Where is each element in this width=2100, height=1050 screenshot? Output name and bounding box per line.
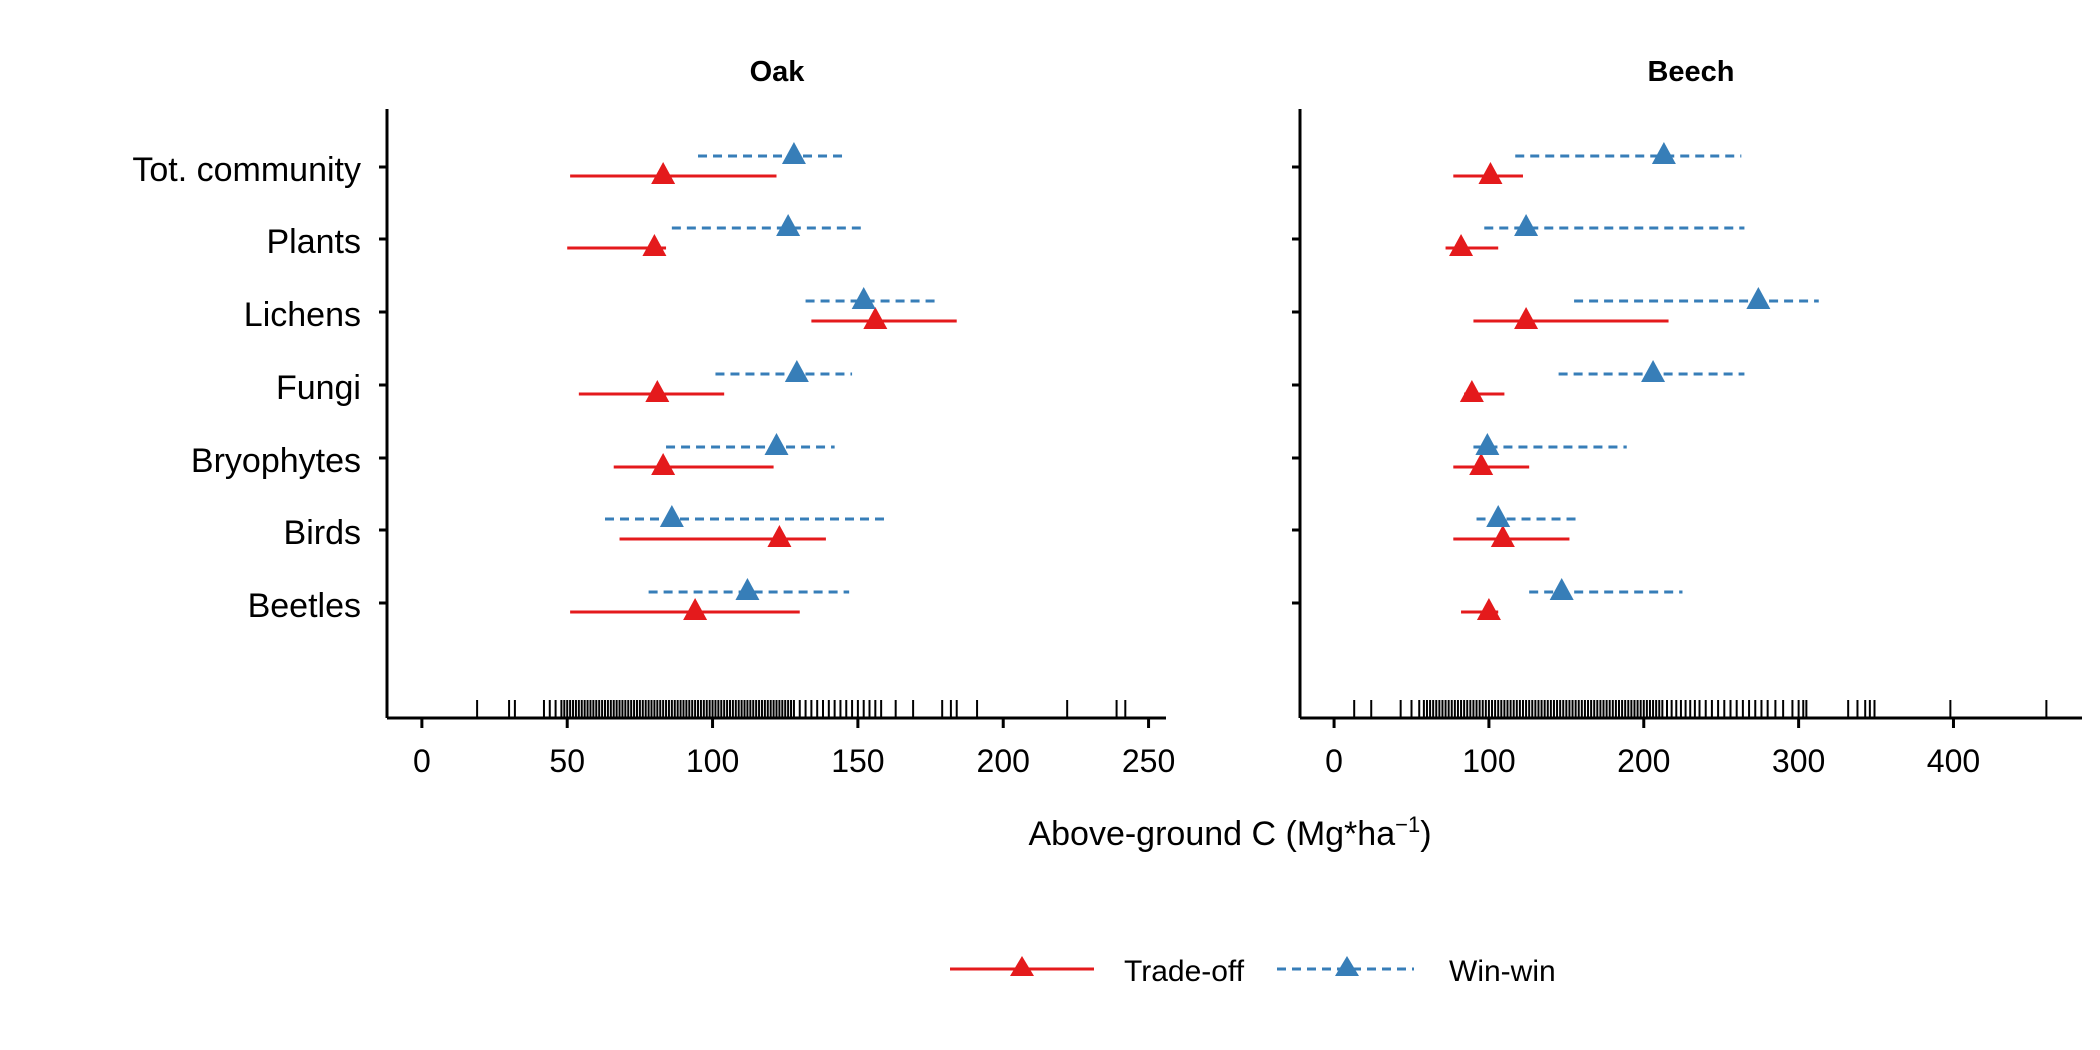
legend: Trade-off Win-win — [950, 955, 1556, 988]
x-axis-title-close: ) — [1420, 815, 1431, 853]
x-tick-label: 100 — [686, 743, 739, 779]
legend-marker-win-win — [1335, 956, 1359, 976]
x-axis-title-main: Above-ground C (Mg*ha — [1028, 815, 1395, 853]
x-tick-label: 400 — [1927, 743, 1980, 779]
point-win-win — [1514, 214, 1539, 236]
category-label: Bryophytes — [191, 442, 361, 480]
legend-marker-trade-off — [1010, 956, 1034, 976]
x-tick-label: 150 — [831, 743, 884, 779]
point-trade-off — [1478, 162, 1503, 184]
point-trade-off — [645, 380, 670, 402]
x-tick-label: 0 — [413, 743, 431, 779]
point-trade-off — [642, 234, 667, 256]
category-label: Birds — [284, 514, 361, 552]
point-trade-off — [651, 453, 676, 475]
point-win-win — [659, 505, 684, 527]
point-trade-off — [1469, 453, 1494, 475]
point-trade-off — [651, 162, 676, 184]
category-labels: Tot. community Plants Lichens Fungi Bryo… — [132, 151, 361, 625]
plot-area: 0 50 100 150 200 250 0 100 200 300 400 — [379, 109, 2082, 779]
point-win-win — [1475, 433, 1500, 455]
panel-title-oak: Oak — [750, 56, 806, 88]
x-tick-label: 250 — [1122, 743, 1175, 779]
x-tick-label: 50 — [549, 743, 585, 779]
category-label: Fungi — [276, 369, 361, 407]
category-label: Lichens — [244, 296, 361, 334]
point-trade-off — [1514, 307, 1539, 329]
point-win-win — [776, 214, 801, 236]
point-win-win — [1641, 360, 1666, 382]
point-win-win — [1746, 287, 1771, 309]
point-win-win — [1651, 142, 1676, 164]
point-trade-off — [863, 307, 888, 329]
panel-title-beech: Beech — [1647, 56, 1734, 88]
point-win-win — [851, 287, 876, 309]
x-tick-label: 200 — [1617, 743, 1670, 779]
point-win-win — [781, 142, 806, 164]
category-label: Tot. community — [132, 151, 361, 189]
legend-label-trade-off: Trade-off — [1124, 955, 1245, 988]
point-trade-off — [683, 598, 708, 620]
legend-label-win-win: Win-win — [1449, 955, 1556, 988]
point-trade-off — [1459, 380, 1484, 402]
x-axis-title: Above-ground C (Mg*ha−1) — [1028, 812, 1431, 853]
point-trade-off — [767, 525, 792, 547]
point-win-win — [784, 360, 809, 382]
point-win-win — [1549, 578, 1574, 600]
point-trade-off — [1449, 234, 1474, 256]
category-label: Plants — [267, 223, 362, 261]
point-win-win — [1486, 505, 1511, 527]
point-trade-off — [1490, 525, 1515, 547]
x-tick-label: 300 — [1772, 743, 1825, 779]
x-tick-label: 200 — [977, 743, 1030, 779]
point-win-win — [735, 578, 760, 600]
x-tick-label: 0 — [1325, 743, 1343, 779]
x-axis-title-superscript: −1 — [1395, 812, 1420, 837]
point-trade-off — [1476, 598, 1501, 620]
x-tick-label: 100 — [1462, 743, 1515, 779]
point-win-win — [764, 433, 789, 455]
category-label: Beetles — [248, 587, 361, 625]
